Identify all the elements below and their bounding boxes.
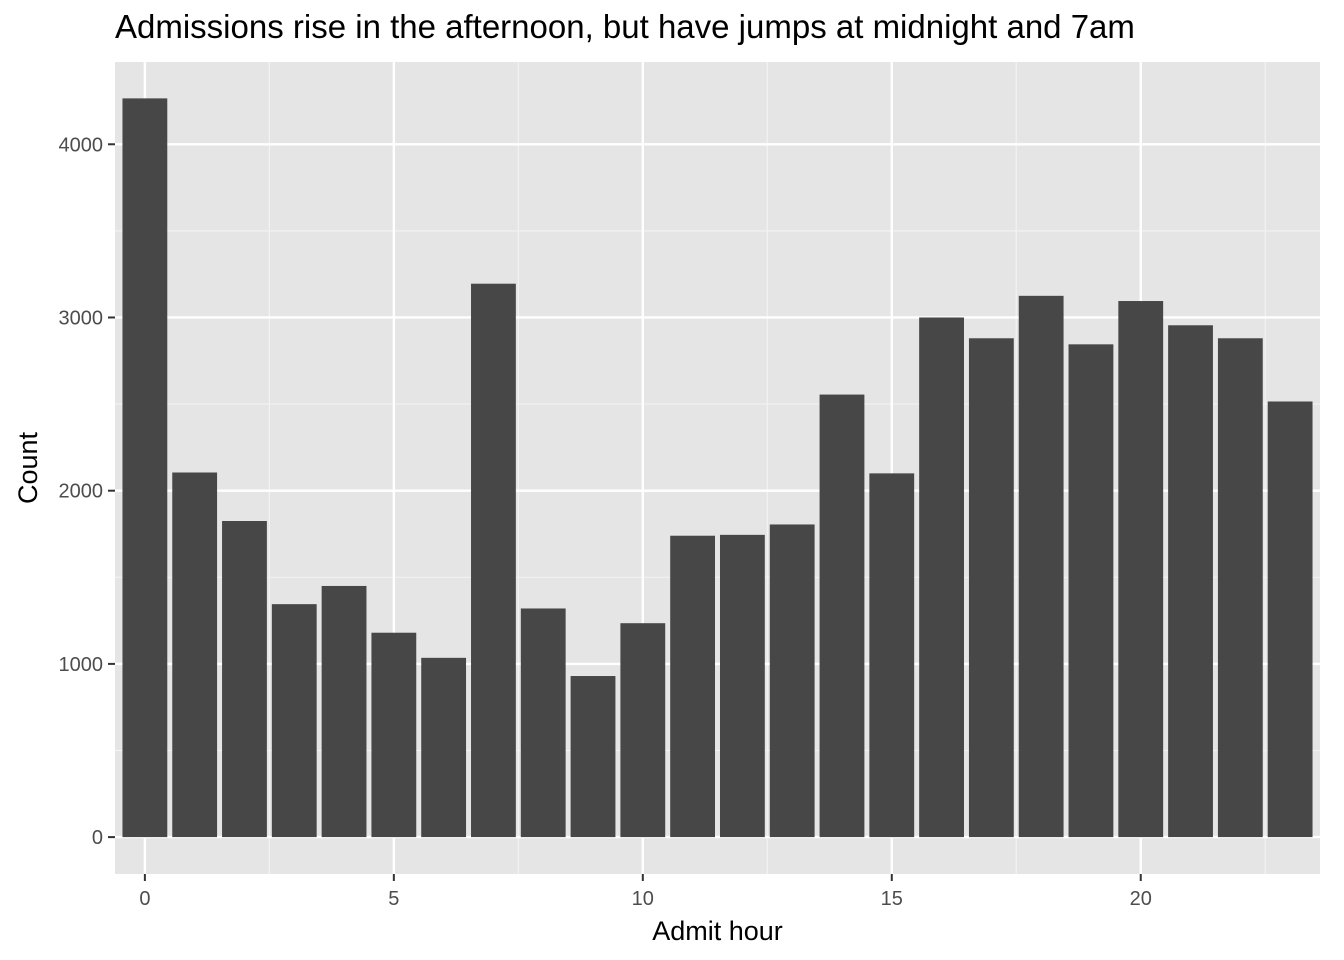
bar bbox=[1118, 301, 1164, 838]
bar bbox=[769, 524, 815, 838]
bar bbox=[471, 283, 516, 838]
y-axis: 0 1000 2000 3000 4000 bbox=[59, 134, 115, 849]
bar bbox=[172, 472, 218, 838]
bar bbox=[620, 623, 666, 838]
bars bbox=[122, 98, 1313, 838]
bar bbox=[1068, 344, 1114, 838]
bar bbox=[670, 535, 716, 838]
bar bbox=[520, 608, 566, 838]
bar bbox=[122, 98, 168, 838]
y-axis-title: Count bbox=[13, 431, 43, 504]
chart-title: Admissions rise in the afternoon, but ha… bbox=[115, 8, 1135, 45]
y-tick-label: 0 bbox=[92, 827, 103, 849]
x-tick-label: 0 bbox=[139, 888, 150, 910]
bar bbox=[1018, 295, 1064, 838]
x-axis-title: Admit hour bbox=[652, 916, 783, 946]
y-tick-label: 2000 bbox=[59, 481, 104, 503]
y-tick-label: 1000 bbox=[59, 654, 104, 676]
bar bbox=[919, 317, 964, 838]
bar bbox=[1217, 338, 1263, 838]
y-tick-label: 3000 bbox=[59, 307, 104, 329]
x-tick-label: 10 bbox=[632, 888, 654, 910]
bar bbox=[968, 338, 1014, 838]
bar bbox=[222, 521, 267, 838]
bar bbox=[869, 473, 915, 838]
bar bbox=[421, 657, 467, 838]
bar bbox=[271, 604, 317, 838]
bar bbox=[819, 394, 865, 838]
bar bbox=[371, 632, 417, 838]
x-axis: 0 5 10 15 20 bbox=[139, 874, 1152, 910]
x-tick-label: 5 bbox=[388, 888, 399, 910]
bar bbox=[1168, 325, 1213, 838]
bar bbox=[321, 585, 367, 838]
bar bbox=[719, 534, 765, 838]
bar bbox=[1267, 401, 1313, 838]
x-tick-label: 15 bbox=[881, 888, 903, 910]
bar bbox=[570, 676, 616, 838]
x-tick-label: 20 bbox=[1130, 888, 1152, 910]
y-tick-label: 4000 bbox=[59, 134, 104, 156]
